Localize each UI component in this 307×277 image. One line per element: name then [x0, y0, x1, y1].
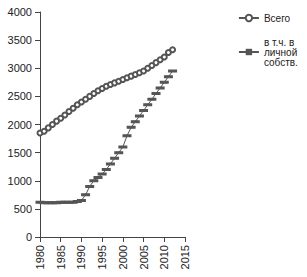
svg-text:1985: 1985 — [55, 245, 67, 269]
svg-text:2000: 2000 — [117, 245, 129, 269]
svg-text:собств.: собств. — [264, 57, 298, 68]
svg-text:2015: 2015 — [179, 245, 191, 269]
svg-text:2005: 2005 — [138, 245, 150, 269]
svg-text:личной: личной — [263, 46, 300, 58]
svg-text:2010: 2010 — [158, 245, 170, 269]
svg-text:1500: 1500 — [8, 147, 32, 159]
svg-text:0: 0 — [26, 231, 32, 243]
svg-text:Всего: Всего — [264, 13, 291, 24]
svg-text:500: 500 — [14, 203, 32, 215]
svg-text:1990: 1990 — [75, 245, 87, 269]
svg-text:в т.ч. в: в т.ч. в — [263, 36, 298, 48]
svg-text:2000: 2000 — [8, 119, 32, 131]
svg-text:2500: 2500 — [8, 90, 32, 102]
svg-text:1000: 1000 — [8, 175, 32, 187]
svg-text:3500: 3500 — [8, 34, 32, 46]
svg-text:1980: 1980 — [34, 245, 46, 269]
svg-text:4000: 4000 — [8, 6, 32, 18]
svg-text:3000: 3000 — [8, 62, 32, 74]
svg-text:1995: 1995 — [96, 245, 108, 269]
